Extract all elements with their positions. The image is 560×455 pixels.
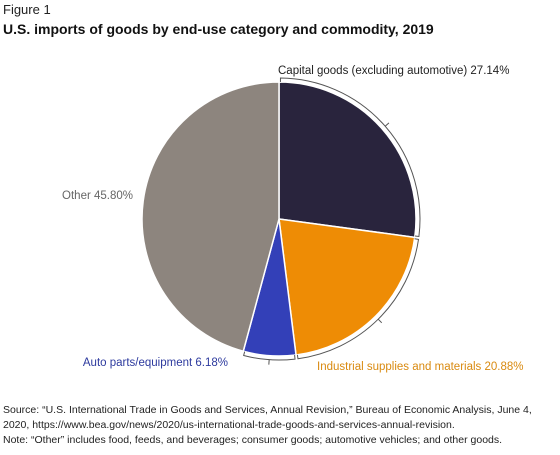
pie-slice-4 bbox=[141, 81, 280, 353]
source-line-1: Source: “U.S. International Trade in Goo… bbox=[3, 404, 532, 416]
slice-bracket-tick-2 bbox=[377, 318, 383, 324]
note-line: Note: “Other” includes food, feeds, and … bbox=[3, 434, 503, 446]
source-line-2: 2020, https://www.bea.gov/news/2020/us-i… bbox=[3, 419, 455, 431]
slice-label-2: Industrial supplies and materials 20.88% bbox=[317, 361, 523, 373]
figure-label: Figure 1 bbox=[3, 2, 51, 17]
slice-label-3: Auto parts/equipment 6.18% bbox=[83, 357, 228, 369]
slice-bracket-2 bbox=[296, 238, 420, 360]
slice-bracket-tick-1 bbox=[384, 122, 390, 127]
slice-label-1: Capital goods (excluding automotive) 27.… bbox=[278, 65, 509, 77]
pie-slice-2 bbox=[278, 218, 416, 356]
slice-bracket-1 bbox=[279, 77, 421, 237]
chart-title: U.S. imports of goods by end-use categor… bbox=[3, 21, 434, 37]
slice-label-4: Other 45.80% bbox=[62, 190, 133, 202]
pie-chart: Capital goods (excluding automotive) 27.… bbox=[62, 65, 523, 373]
chart-notes: Source: “U.S. International Trade in Goo… bbox=[3, 403, 555, 448]
slice-bracket-3 bbox=[243, 351, 296, 361]
pie-slice-1 bbox=[278, 81, 417, 239]
